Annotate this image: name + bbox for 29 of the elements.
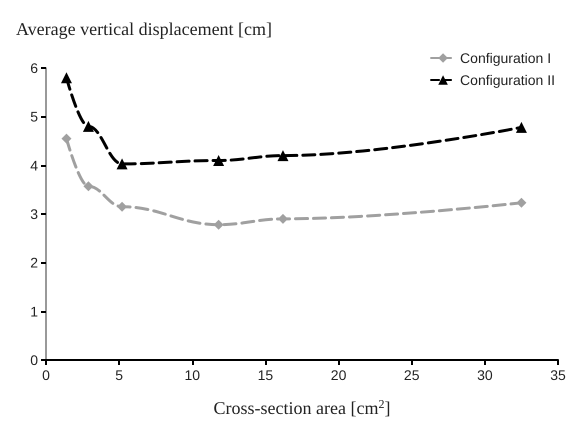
- point: [277, 150, 288, 162]
- x-tick-label: 30: [477, 367, 493, 383]
- y-tick-label: 3: [30, 206, 38, 222]
- point: [60, 72, 72, 84]
- legend-label: Configuration II: [460, 72, 556, 88]
- x-tick-label: 5: [115, 367, 124, 383]
- point: [214, 220, 224, 230]
- y-tick-label: 0: [30, 352, 38, 368]
- point: [516, 122, 527, 133]
- legend-label: Configuration I: [460, 50, 552, 66]
- x-tick-label: 10: [184, 367, 200, 383]
- point: [516, 198, 526, 208]
- y-tick-label: 1: [30, 303, 38, 320]
- x-tick-label: 20: [330, 367, 347, 383]
- x-tick-label: 0: [42, 367, 50, 383]
- x-tick-label: 25: [404, 367, 420, 383]
- y-tick-label: 6: [30, 60, 38, 76]
- point: [82, 120, 94, 132]
- x-tick-label: 35: [550, 367, 566, 383]
- point: [61, 134, 72, 144]
- x-tick-label: 15: [258, 367, 274, 383]
- point: [117, 202, 128, 212]
- point: [213, 154, 224, 166]
- point: [83, 181, 94, 192]
- y-tick-label: 2: [30, 254, 38, 271]
- point: [116, 158, 128, 170]
- y-tick-label: 4: [30, 157, 38, 174]
- y-axis-title: Average vertical displacement [cm]: [16, 19, 272, 39]
- y-tick-label: 5: [30, 108, 38, 125]
